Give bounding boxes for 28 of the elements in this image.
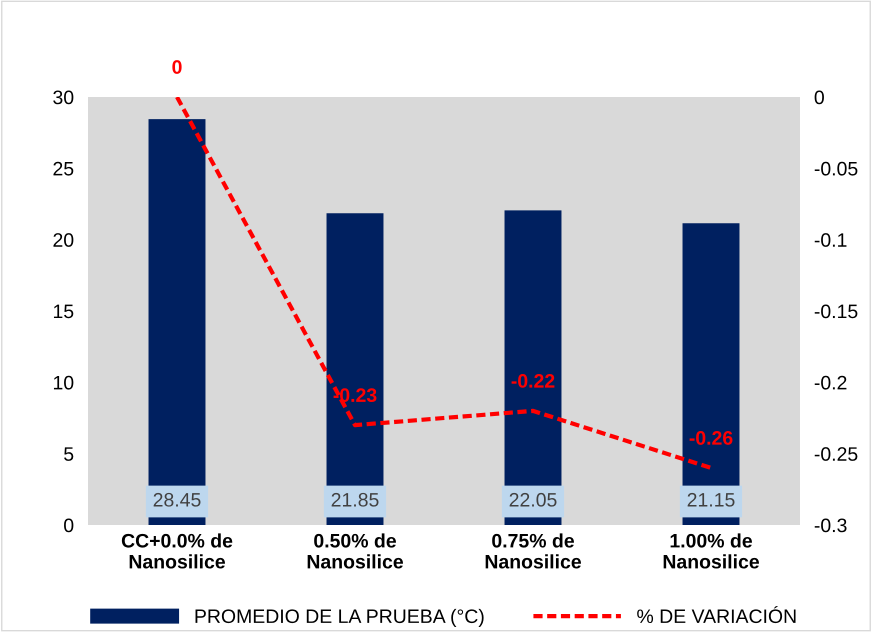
x-tick-label: 0.75% de Nanosilice — [486, 533, 581, 569]
y2-tick-label: -0.25 — [814, 447, 858, 461]
legend-label: PROMEDIO DE LA PRUEBA (°C) — [196, 608, 484, 627]
data-label: -0.23 — [334, 388, 376, 402]
x-tick-label: 1.00% de Nanosilice — [664, 533, 759, 569]
y2-tick-label: -0.15 — [814, 304, 858, 318]
y2-tick-label: 0 — [814, 90, 824, 104]
y-tick-label: 0 — [64, 518, 74, 532]
data-label: -0.22 — [512, 374, 554, 388]
data-label: 21.85 — [332, 492, 379, 507]
y2-tick-label: -0.1 — [814, 233, 846, 247]
y-tick-label: 20 — [53, 233, 74, 247]
y2-tick-label: -0.3 — [814, 518, 847, 532]
data-label: 22.05 — [510, 492, 557, 507]
y2-tick-label: -0.05 — [814, 162, 858, 176]
y-tick-label: 10 — [54, 376, 74, 390]
y-tick-label: 25 — [53, 162, 74, 176]
x-tick-label: CC+0.0% de Nanosilice — [122, 533, 232, 569]
data-label: 28.45 — [154, 492, 201, 507]
data-label: 21.15 — [688, 492, 735, 507]
data-label: -0.26 — [690, 431, 732, 445]
legend-label: % DE VARIACIÓN — [637, 606, 796, 624]
data-label: 0 — [172, 60, 182, 74]
x-tick-label: 0.50% de Nanosilice — [308, 533, 403, 569]
y-tick-label: 30 — [53, 90, 74, 104]
y-tick-label: 5 — [64, 447, 74, 461]
y2-tick-label: -0.2 — [814, 376, 846, 390]
y-tick-label: 15 — [54, 304, 74, 318]
